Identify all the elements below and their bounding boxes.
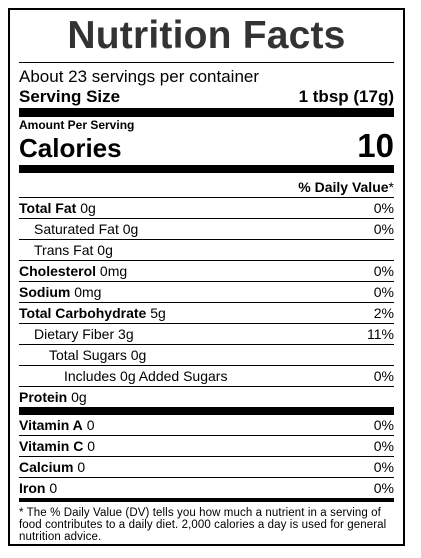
nutrient-amount: 0g bbox=[97, 242, 113, 258]
vitamin-name: Calcium bbox=[19, 459, 74, 475]
nutrient-row-added-sugars: Includes 0g Added Sugars 0% bbox=[19, 366, 394, 387]
nutrient-amount: 0g bbox=[130, 347, 147, 363]
nutrient-row-total-fat: Total Fat 0g 0% bbox=[19, 198, 394, 219]
nutrient-name: Dietary Fiber bbox=[34, 326, 115, 342]
footnote-divider bbox=[19, 498, 394, 502]
nutrition-facts-label: Nutrition Facts About 23 servings per co… bbox=[8, 8, 405, 546]
nutrient-name: Cholesterol bbox=[19, 263, 97, 279]
vitamin-dv: 0% bbox=[373, 480, 394, 496]
nutrient-dv: 0% bbox=[373, 263, 394, 279]
vitamin-row-calcium: Calcium 0 0% bbox=[19, 457, 394, 478]
vitamin-name: Vitamin A bbox=[19, 417, 83, 433]
vitamins-divider bbox=[19, 407, 394, 415]
nutrient-dv: 0% bbox=[373, 368, 394, 384]
serving-size-row: Serving Size 1 tbsp (17g) bbox=[19, 87, 394, 107]
nutrient-name: Protein bbox=[19, 389, 68, 405]
nutrient-row-protein: Protein 0g bbox=[19, 387, 394, 407]
nutrient-amount: 0mg bbox=[74, 284, 102, 300]
nutrient-row-sodium: Sodium 0mg 0% bbox=[19, 282, 394, 303]
nutrient-row-cholesterol: Cholesterol 0mg 0% bbox=[19, 261, 394, 282]
vitamin-amount: 0 bbox=[86, 417, 95, 433]
vitamin-name: Iron bbox=[19, 480, 46, 496]
servings-per-container: About 23 servings per container bbox=[19, 67, 260, 86]
nutrient-amount: 0g bbox=[71, 389, 87, 405]
label-title: Nutrition Facts bbox=[67, 14, 346, 57]
nutrient-row-total-sugars: Total Sugars 0g bbox=[19, 345, 394, 366]
calories-value: 10 bbox=[357, 127, 394, 164]
vitamin-row-iron: Iron 0 0% bbox=[19, 478, 394, 498]
nutrient-name: Total Sugars bbox=[49, 347, 127, 363]
nutrient-name: Saturated Fat bbox=[34, 221, 119, 237]
medium-divider bbox=[19, 165, 394, 173]
nutrient-name: Includes 0g Added Sugars bbox=[64, 368, 228, 384]
amount-per-serving: Amount Per Serving bbox=[19, 118, 135, 132]
nutrient-row-total-carbohydrate: Total Carbohydrate 5g 2% bbox=[19, 303, 394, 324]
daily-value-footnote: * The % Daily Value (DV) tells you how m… bbox=[19, 507, 387, 543]
nutrient-row-dietary-fiber: Dietary Fiber 3g 11% bbox=[19, 324, 394, 345]
nutrient-row-saturated-fat: Saturated Fat 0g 0% bbox=[19, 219, 394, 240]
nutrient-amount: 3g bbox=[118, 326, 134, 342]
serving-size-value: 1 tbsp (17g) bbox=[298, 87, 394, 106]
vitamin-row-vitamin-a: Vitamin A 0 0% bbox=[19, 415, 394, 436]
vitamin-amount: 0 bbox=[77, 459, 86, 475]
nutrient-name: Trans Fat bbox=[34, 242, 94, 258]
nutrient-dv: 0% bbox=[373, 284, 394, 300]
nutrient-name: Total Fat bbox=[19, 200, 77, 216]
calories-label: Calories bbox=[19, 133, 122, 163]
vitamin-dv: 0% bbox=[373, 459, 394, 475]
thick-divider bbox=[19, 108, 394, 117]
nutrient-amount: 0mg bbox=[99, 263, 128, 279]
vitamin-row-vitamin-c: Vitamin C 0 0% bbox=[19, 436, 394, 457]
nutrient-amount: 5g bbox=[150, 305, 166, 321]
nutrient-amount: 0g bbox=[122, 221, 139, 237]
daily-value-header-text: % Daily Value bbox=[298, 179, 389, 195]
vitamin-dv: 0% bbox=[373, 417, 394, 433]
nutrient-amount: 0g bbox=[80, 200, 96, 216]
nutrient-dv: 0% bbox=[373, 221, 394, 237]
nutrient-row-trans-fat: Trans Fat 0g bbox=[19, 240, 394, 261]
vitamin-amount: 0 bbox=[49, 480, 58, 496]
calories-row: Calories 10 bbox=[19, 127, 394, 164]
daily-value-header: % Daily Value* bbox=[19, 177, 394, 198]
divider bbox=[19, 62, 394, 63]
nutrient-dv: 2% bbox=[373, 305, 394, 321]
vitamin-amount: 0 bbox=[87, 438, 95, 454]
nutrient-dv: 11% bbox=[367, 326, 394, 342]
vitamin-dv: 0% bbox=[373, 438, 394, 454]
nutrient-dv: 0% bbox=[373, 200, 394, 216]
nutrient-name: Total Carbohydrate bbox=[19, 305, 147, 321]
serving-size-label: Serving Size bbox=[19, 87, 121, 106]
nutrient-name: Sodium bbox=[19, 284, 71, 300]
daily-value-asterisk: * bbox=[388, 179, 394, 195]
vitamin-name: Vitamin C bbox=[19, 438, 84, 454]
